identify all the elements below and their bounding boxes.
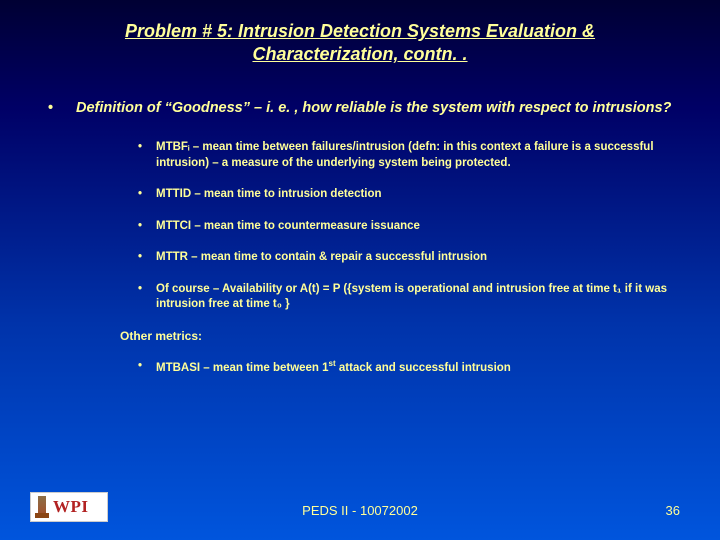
sub-bullet-1: • MTBFᵢ – mean time between failures/int… — [138, 140, 672, 171]
main-bullet-text: Definition of “Goodness” – i. e. , how r… — [76, 99, 672, 119]
slide-container: Problem # 5: Intrusion Detection Systems… — [0, 0, 720, 540]
sub-bullet-text: MTBFᵢ – mean time between failures/intru… — [156, 140, 672, 171]
other-metric-text: MTBASI – mean time between 1st attack an… — [156, 359, 672, 376]
other-metric-bullet: • MTBASI – mean time between 1st attack … — [138, 359, 672, 376]
title-line-1: Problem # 5: Intrusion Detection Systems… — [125, 21, 595, 41]
other-metrics-label: Other metrics: — [120, 329, 672, 343]
main-bullet: • Definition of “Goodness” – i. e. , how… — [48, 99, 672, 119]
sub-bullet-2: • MTTID – mean time to intrusion detecti… — [138, 187, 672, 203]
bullet-marker: • — [138, 140, 156, 171]
sub-bullet-text: Of course – Availability or A(t) = P ({s… — [156, 282, 672, 313]
sub-bullet-text: MTTID – mean time to intrusion detection — [156, 187, 672, 203]
slide-title: Problem # 5: Intrusion Detection Systems… — [48, 20, 672, 67]
other-metric-post: attack and successful intrusion — [336, 362, 511, 374]
bullet-marker: • — [138, 219, 156, 235]
slide-number: 36 — [666, 503, 680, 518]
title-line-2: Characterization, contn. . — [252, 44, 467, 64]
bullet-marker: • — [138, 282, 156, 313]
bullet-marker: • — [138, 359, 156, 376]
other-metric-sup: st — [329, 359, 336, 368]
footer-center-text: PEDS II - 10072002 — [0, 503, 720, 518]
sub-bullet-3: • MTTCI – mean time to countermeasure is… — [138, 219, 672, 235]
sub-bullet-text: MTTCI – mean time to countermeasure issu… — [156, 219, 672, 235]
sub-bullet-text: MTTR – mean time to contain & repair a s… — [156, 250, 672, 266]
other-metric-pre: MTBASI – mean time between 1 — [156, 362, 329, 374]
bullet-marker: • — [138, 187, 156, 203]
sub-bullet-5: • Of course – Availability or A(t) = P (… — [138, 282, 672, 313]
bullet-marker: • — [138, 250, 156, 266]
bullet-marker: • — [48, 99, 76, 119]
sub-bullet-4: • MTTR – mean time to contain & repair a… — [138, 250, 672, 266]
